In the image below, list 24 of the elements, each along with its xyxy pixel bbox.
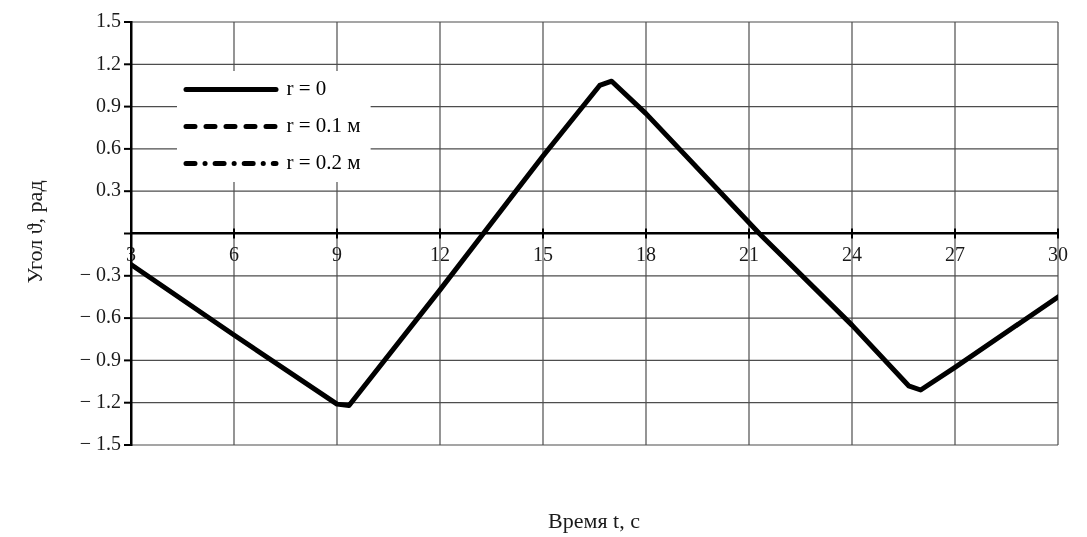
y-axis-title: Угол ϑ, рад [22,180,47,284]
x-axis-title: Время t, с [548,508,640,533]
y-tick-label: 0.3 [96,178,121,201]
y-tick-label: − 1.2 [79,389,121,412]
x-tick-label: 18 [636,242,656,265]
legend-label: r = 0.1 м [286,113,361,138]
x-tick-label: 6 [229,242,239,265]
x-tick-label: 21 [739,242,759,265]
y-tick-label: 1.5 [96,9,121,32]
legend-label: r = 0 [286,76,327,101]
y-tick-label: − 0.9 [79,347,121,370]
y-tick-label: − 0.6 [79,305,121,328]
y-tick-label: 0.6 [96,136,121,159]
y-tick-label: − 1.5 [79,432,121,455]
x-tick-label: 30 [1048,242,1068,265]
y-tick-label: 1.2 [96,51,121,74]
x-tick-label: 27 [945,242,965,265]
y-tick-label: − 0.3 [79,263,121,286]
x-tick-label: 15 [533,242,553,265]
x-tick-label: 12 [430,242,450,265]
x-tick-label: 24 [842,242,862,265]
x-tick-label: 9 [332,242,342,265]
legend-label: r = 0.2 м [286,150,361,175]
y-tick-label: 0.9 [96,93,121,116]
